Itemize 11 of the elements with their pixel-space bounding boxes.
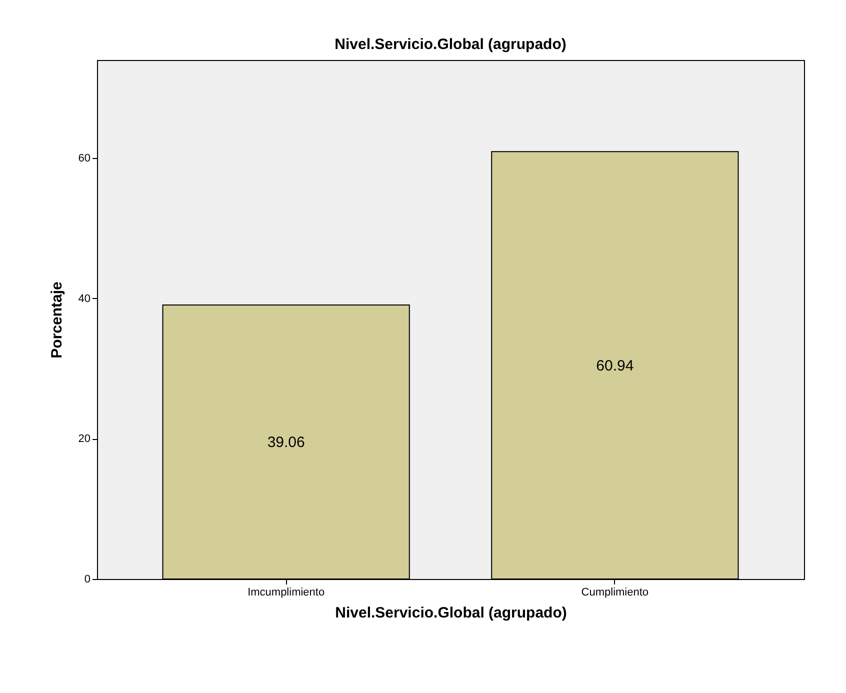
y-axis-title: Porcentaje [48,282,66,358]
data-label: 60.94 [596,357,634,374]
y-tick-label: 40 [78,292,90,305]
y-tick-label: 0 [84,574,90,586]
y-tick-label: 60 [78,152,90,165]
x-axis-title: Nivel.Servicio.Global (agrupado) [335,604,567,622]
x-tick-label: Cumplimiento [581,586,649,598]
y-tick-label: 20 [78,433,90,446]
data-label: 39.06 [267,434,305,452]
x-tick-label: Imcumplimiento [248,586,325,598]
chart-title: Nivel.Servicio.Global (agrupado) [334,36,566,53]
